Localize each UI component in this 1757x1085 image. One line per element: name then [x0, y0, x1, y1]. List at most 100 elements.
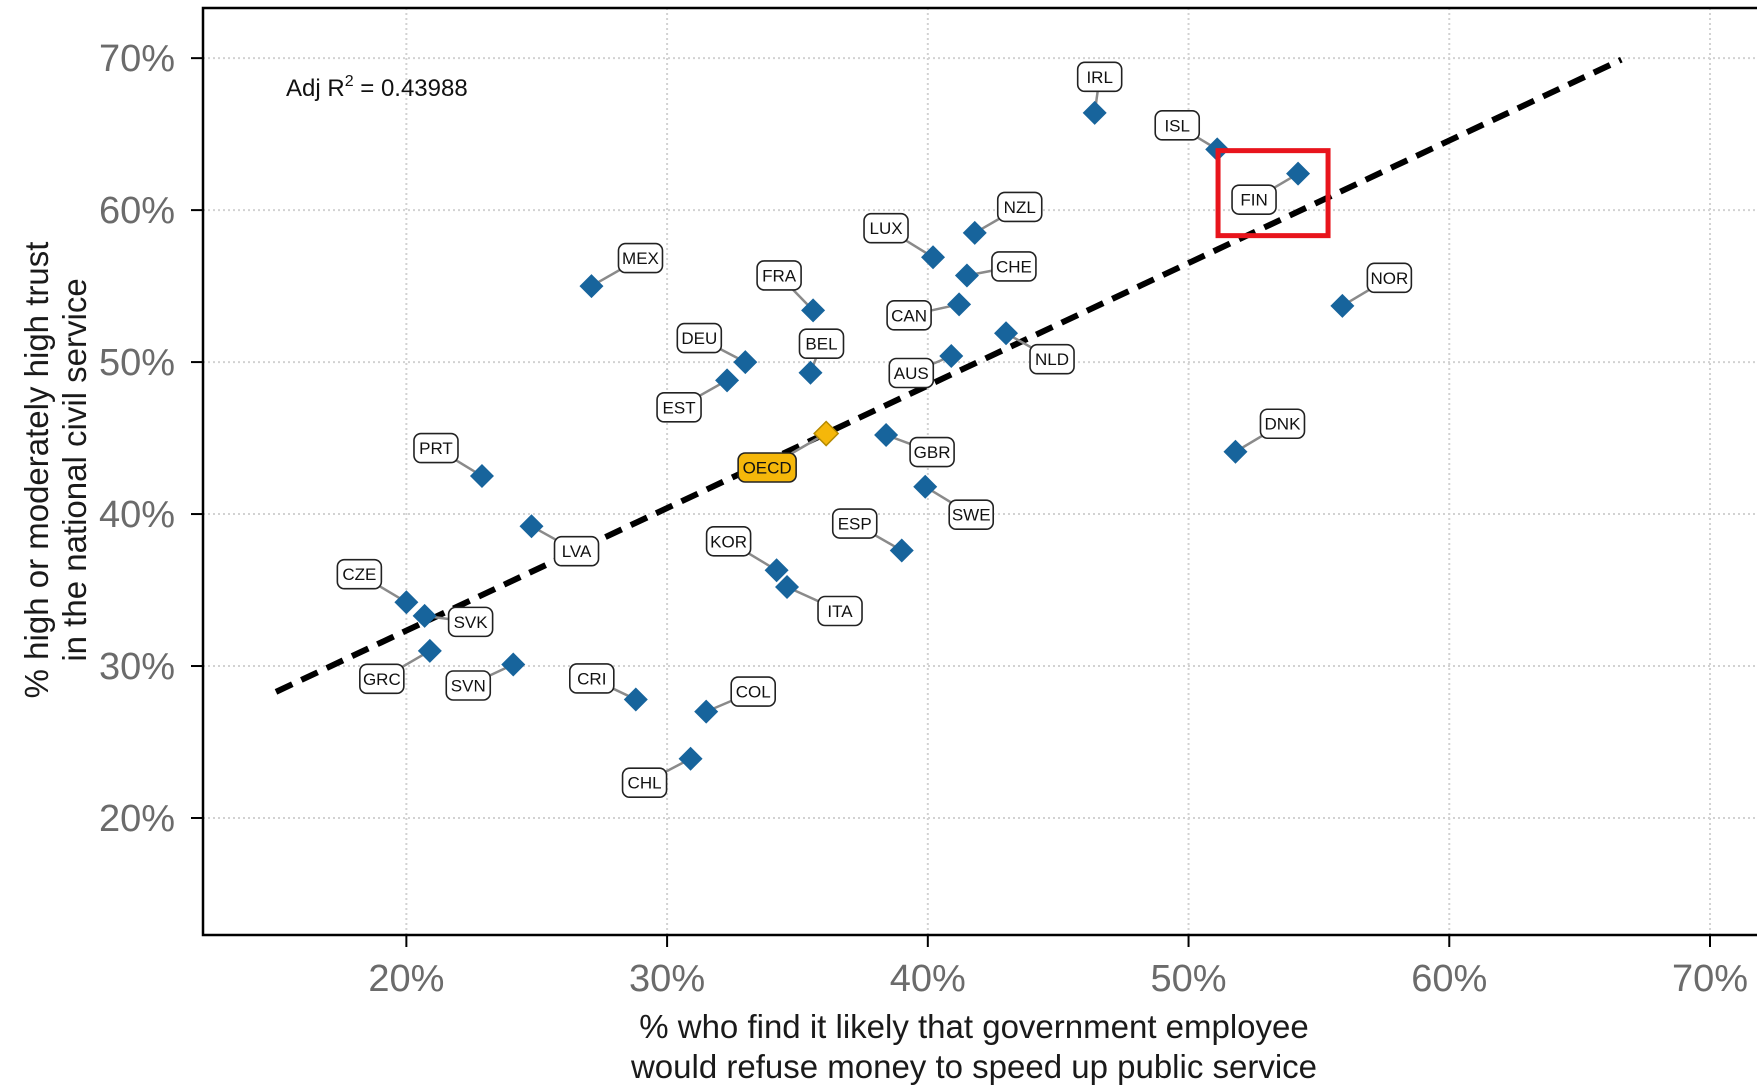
label-svk: SVK [447, 606, 494, 638]
point-prt [469, 464, 494, 489]
point-grc [417, 638, 442, 663]
label-box-deu [676, 322, 723, 354]
point-esp [889, 538, 914, 563]
point-lva [519, 514, 544, 539]
label-text-isl: ISL [1164, 116, 1190, 135]
label-text-gbr: GBR [914, 443, 951, 462]
label-text-bel: BEL [805, 335, 837, 354]
r-squared-prefix: Adj R [286, 75, 345, 102]
label-dnk: DNK [1259, 408, 1306, 440]
label-text-che: CHE [996, 257, 1032, 276]
label-text-can: CAN [891, 306, 927, 325]
label-bel: BEL [798, 328, 845, 360]
label-box-ita [817, 595, 863, 627]
label-gbr: GBR [909, 436, 955, 468]
y-tick-label: 50% [99, 342, 175, 384]
point-chl [678, 746, 703, 771]
label-text-lva: LVA [562, 542, 592, 561]
label-box-swe [948, 499, 995, 530]
label-swe: SWE [948, 499, 995, 530]
label-chl: CHL [621, 767, 668, 799]
label-box-est [656, 392, 702, 423]
label-box-dnk [1259, 408, 1306, 440]
label-box-cze [336, 558, 383, 590]
r-squared-superscript: 2 [345, 73, 354, 90]
label-text-swe: SWE [952, 506, 991, 525]
label-kor: KOR [705, 525, 752, 557]
label-box-lva [553, 535, 600, 567]
label-text-oecd: OECD [743, 459, 792, 478]
point-ita [775, 574, 800, 599]
label-box-svn [445, 670, 492, 701]
label-box-irl [1076, 61, 1123, 93]
point-aus [939, 344, 964, 369]
point-can [947, 292, 972, 317]
point-swe [913, 474, 938, 499]
point-nor [1330, 293, 1355, 318]
label-nld: NLD [1029, 343, 1075, 375]
axes: 20% 30% 40% 50% 60% 70% 20% 30% 40% 50% 60% 70% [99, 38, 1748, 1000]
label-lva: LVA [553, 535, 600, 567]
label-can: CAN [886, 300, 932, 331]
label-box-oecd [737, 452, 797, 483]
label-text-aus: AUS [894, 364, 929, 383]
label-esp: ESP [831, 508, 878, 539]
point-fin [1286, 161, 1311, 186]
label-aus: AUS [888, 357, 935, 389]
label-box-nor [1366, 262, 1413, 294]
label-text-svk: SVK [454, 613, 489, 632]
point-cri [623, 687, 648, 712]
label-text-cri: CRI [577, 669, 606, 688]
label-box-nzl [996, 191, 1043, 223]
x-axis-title-line2: would refuse money to speed up public se… [630, 1048, 1317, 1085]
label-svn: SVN [445, 670, 492, 701]
label-fra: FRA [756, 260, 802, 291]
y-axis-title-line1: % high or moderately high trust [18, 242, 55, 699]
label-text-nzl: NZL [1004, 198, 1036, 217]
label-box-prt [413, 432, 459, 464]
label-text-mex: MEX [622, 249, 659, 268]
point-labels: IRL ISL FIN NZL LUX CHE MEX FRA CAN NOR NLD AUS DEU E… [336, 61, 1413, 799]
label-box-can [886, 300, 932, 331]
label-box-che [991, 251, 1037, 282]
gridlines [203, 8, 1757, 935]
label-text-ita: ITA [827, 602, 853, 621]
label-text-cze: CZE [342, 565, 376, 584]
data-points [394, 100, 1355, 771]
point-dnk [1223, 439, 1248, 464]
label-text-kor: KOR [710, 532, 747, 551]
label-text-fra: FRA [762, 266, 797, 285]
label-text-lux: LUX [869, 219, 902, 238]
point-col [694, 699, 719, 724]
x-tick-label: 50% [1151, 958, 1227, 1000]
highlight-box [1215, 148, 1331, 239]
label-deu: DEU [676, 322, 723, 354]
label-fin: FIN [1231, 184, 1277, 215]
y-tick-label: 40% [99, 494, 175, 536]
label-irl: IRL [1076, 61, 1123, 93]
label-isl: ISL [1154, 110, 1201, 141]
label-text-svn: SVN [451, 676, 486, 695]
r-squared-value: = 0.43988 [354, 75, 468, 102]
point-kor [764, 558, 789, 583]
label-text-nld: NLD [1035, 350, 1069, 369]
label-cri: CRI [569, 663, 615, 694]
point-svn [501, 652, 526, 677]
label-box-svk [447, 606, 494, 638]
label-lux: LUX [863, 212, 909, 244]
label-box-chl [621, 767, 668, 799]
x-tick-label: 20% [368, 958, 444, 1000]
label-prt: PRT [413, 432, 459, 464]
label-box-mex [617, 242, 664, 274]
point-est [715, 368, 740, 393]
label-box-col [730, 676, 777, 707]
label-text-deu: DEU [681, 329, 717, 348]
label-text-prt: PRT [419, 439, 453, 458]
x-axis-title-line1: % who find it likely that government emp… [639, 1008, 1309, 1045]
label-box-fra [756, 260, 802, 291]
point-che [954, 263, 979, 288]
label-grc: GRC [359, 663, 405, 695]
x-tick-label: 70% [1672, 958, 1748, 1000]
label-box-fin [1231, 184, 1277, 215]
